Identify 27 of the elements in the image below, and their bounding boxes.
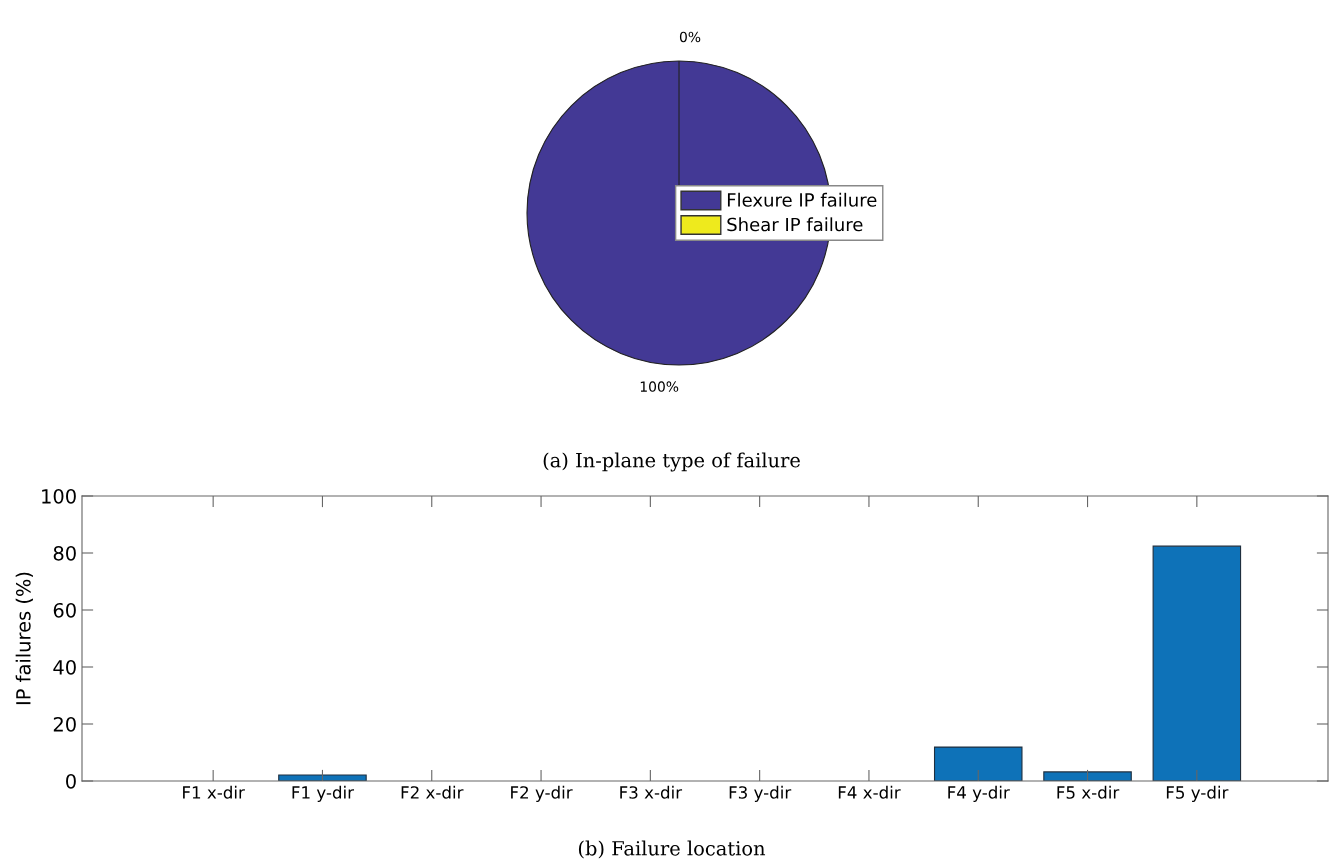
y-tick-label: 20 [53,716,76,732]
y-tick-label: 0 [66,773,76,789]
y-tick-label: 60 [53,602,76,618]
x-tick-label: F4 x-dir [838,785,901,799]
legend-label: Shear IP failure [727,217,863,232]
bar [933,746,1023,781]
x-tick-label: F1 x-dir [183,785,245,799]
text: (b) Failure location [578,840,766,859]
bar [278,774,367,781]
legend-label: Flexure IP failure [727,192,877,207]
bar [1152,545,1242,781]
x-tick-label: F3 y-dir [729,785,792,802]
y-tick-label: 100 [42,488,76,504]
y-axis-title: IP failures (%) [15,572,33,705]
x-tick-label: F5 x-dir [1057,785,1120,799]
x-tick-label: F4 y-dir [948,785,1010,802]
x-tick-label: F1 y-dir [292,785,355,802]
bar [1043,771,1132,781]
text: (a) In-plane type of failure [543,452,800,472]
y-tick-label: 40 [53,659,76,675]
x-tick-label: F3 x-dir [620,785,683,799]
x-tick-label: F2 y-dir [511,785,573,802]
x-tick-label: F5 y-dir [1166,785,1229,802]
text: 0% [679,31,701,43]
data-label: 100% [640,381,679,392]
y-tick-label: 80 [53,545,76,561]
x-tick-label: F2 x-dir [401,785,464,799]
